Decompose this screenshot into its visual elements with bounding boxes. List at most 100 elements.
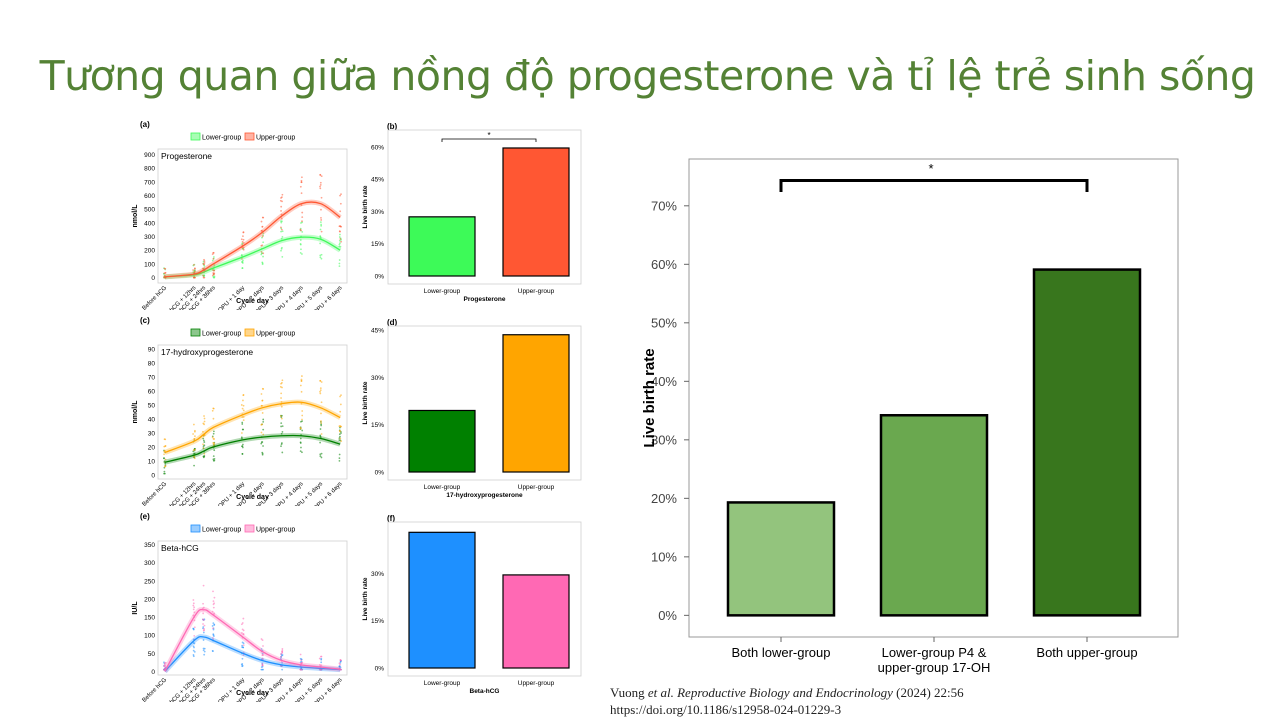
ohp-trend-scatter-point [320,424,323,427]
prog-trend-scatter-point [300,181,303,184]
ohp-trend-scatter-point [213,442,216,445]
prog-trend-scatter-point [338,262,341,265]
main-ytick-label: 0% [658,608,677,623]
ohp-trend-scatter-point [241,432,243,434]
ohp-bar-ytick-label: 0% [375,470,385,477]
ohp-trend-scatter-point [299,437,302,440]
prog-bar-ytick-label: 30% [371,209,384,216]
prog-trend-xlabel: Cycle day [236,298,269,305]
ohp-trend-scatter-point [163,438,166,441]
ohp-trend-scatter-point [261,423,264,426]
main-xtick-label-line: Lower-group P4 & [882,645,987,660]
ohp-trend-legend-label: Lower-group [202,331,241,338]
hcg-trend-scatter-point [318,663,321,666]
prog-trend-ytick-label: 600 [144,193,155,200]
prog-trend-scatter-point [212,276,215,279]
prog-trend-scatter-point [320,223,322,226]
hcg-trend-scatter-point [192,654,195,656]
ohp-bar-ytick-label: 30% [371,375,384,382]
ohp-trend-scatter-point [301,451,303,454]
prog-trend-scatter-point [299,185,302,188]
hcg-bar-ylabel: Live birth rate [362,577,369,620]
ohp-trend-scatter-point [262,445,264,447]
ohp-trend-ytick-label: 0 [151,472,155,479]
ohp-trend-scatter-point [262,418,265,421]
hcg-trend-legend-swatch [190,524,201,533]
prog-trend-scatter-point [280,249,282,252]
ohp-bar-ytick-label: 45% [371,328,384,335]
prog-trend-scatter-point [301,253,303,255]
prog-bar-bar-lower [408,216,476,277]
hcg-trend-xtick-label: Before hCG [142,677,169,702]
hcg-trend-scatter-point [202,649,205,652]
prog-trend-scatter-point [301,231,304,233]
ohp-trend-scatter-point [280,432,283,435]
ohp-trend-scatter-point [320,401,323,404]
ohp-trend-xtick-label: Before hCG [142,481,169,506]
ohp-trend-scatter-point [262,420,265,423]
hcg-trend-scatter-point [202,629,205,632]
ohp-trend-scatter-point [193,464,195,467]
ohp-trend-scatter-point [300,390,303,393]
prog-trend-scatter-point [192,269,194,271]
prog-trend-scatter-point [280,228,283,231]
prog-trend-scatter-point [319,187,322,190]
ohp-trend-ylabel: nmol/L [132,400,139,424]
prog-trend-scatter-point [281,236,284,238]
hcg-trend-scatter-point [202,647,205,650]
main-bar-3 [1032,268,1142,617]
prog-trend-scatter-point [319,174,322,176]
prog-trend-scatter-point [280,213,283,216]
ohp-trend-scatter-point [320,433,323,435]
hcg-trend-scatter-point [280,655,283,658]
prog-trend-scatter-point [164,271,167,274]
prog-trend-scatter-point [202,267,204,270]
prog-trend-scatter-point [301,176,303,179]
ohp-trend-scatter-point [281,451,284,454]
chart-17ohp-birth-rate: (d) 0% 15% 30% 45% Live birth rate Lower-group… [362,318,582,499]
hcg-trend-ytick-label: 100 [144,633,155,640]
prog-trend-scatter-point [339,245,342,248]
ohp-trend-title: 17-hydroxyprogesterone [161,347,253,357]
main-significance-star: * [928,161,933,176]
prog-trend-scatter-point [280,220,282,223]
ohp-trend-scatter-point [212,444,215,447]
hcg-trend-scatter-point [192,614,195,617]
ohp-trend-scatter-point [301,429,304,432]
prog-trend-scatter-point [319,254,322,257]
ohp-trend-scatter-point [320,456,323,459]
prog-trend-scatter-point [301,216,304,219]
prog-trend-scatter-point [193,263,195,266]
ohp-trend-scatter-point [211,409,214,412]
prog-trend-scatter-point [320,230,323,233]
main-xtick-label-line: Both upper-group [1036,645,1137,660]
prog-trend-scatter-point [281,196,283,199]
prog-trend-scatter-point [338,265,341,267]
ohp-trend-scatter-point [299,450,302,453]
hcg-trend-scatter-point [203,653,206,656]
ohp-trend-panel-label: (c) [140,316,150,325]
ohp-trend-scatter-point [338,459,341,462]
prog-trend-trend-line-upper [164,201,341,278]
hcg-trend-scatter-point [163,663,166,666]
hcg-trend-ytick-label: 350 [144,542,155,549]
hcg-trend-ylabel: IU/L [132,601,139,615]
ohp-trend-scatter-point [194,435,196,438]
main-ytick-label: 70% [651,198,677,213]
ohp-trend-scatter-point [301,418,303,421]
citation: Vuong et al. Reproductive Biology and En… [610,684,964,718]
hcg-trend-scatter-point [202,623,204,625]
hcg-trend-scatter-point [261,652,264,655]
hcg-trend-scatter-point [242,654,245,657]
hcg-trend-scatter-point [240,623,243,626]
ohp-trend-scatter-point [340,432,342,434]
main-xtick-label-line: upper-group 17-OH [878,660,991,675]
hcg-trend-scatter-point [192,604,195,607]
prog-trend-scatter-point [261,229,263,232]
prog-trend-scatter-point [300,179,303,182]
ohp-trend-scatter-point [241,445,244,448]
prog-bar-xlabel: Progesterone [464,296,506,303]
ohp-trend-scatter-point [281,425,284,427]
ohp-trend-scatter-point [202,437,205,440]
ohp-trend-scatter-point [203,420,206,423]
